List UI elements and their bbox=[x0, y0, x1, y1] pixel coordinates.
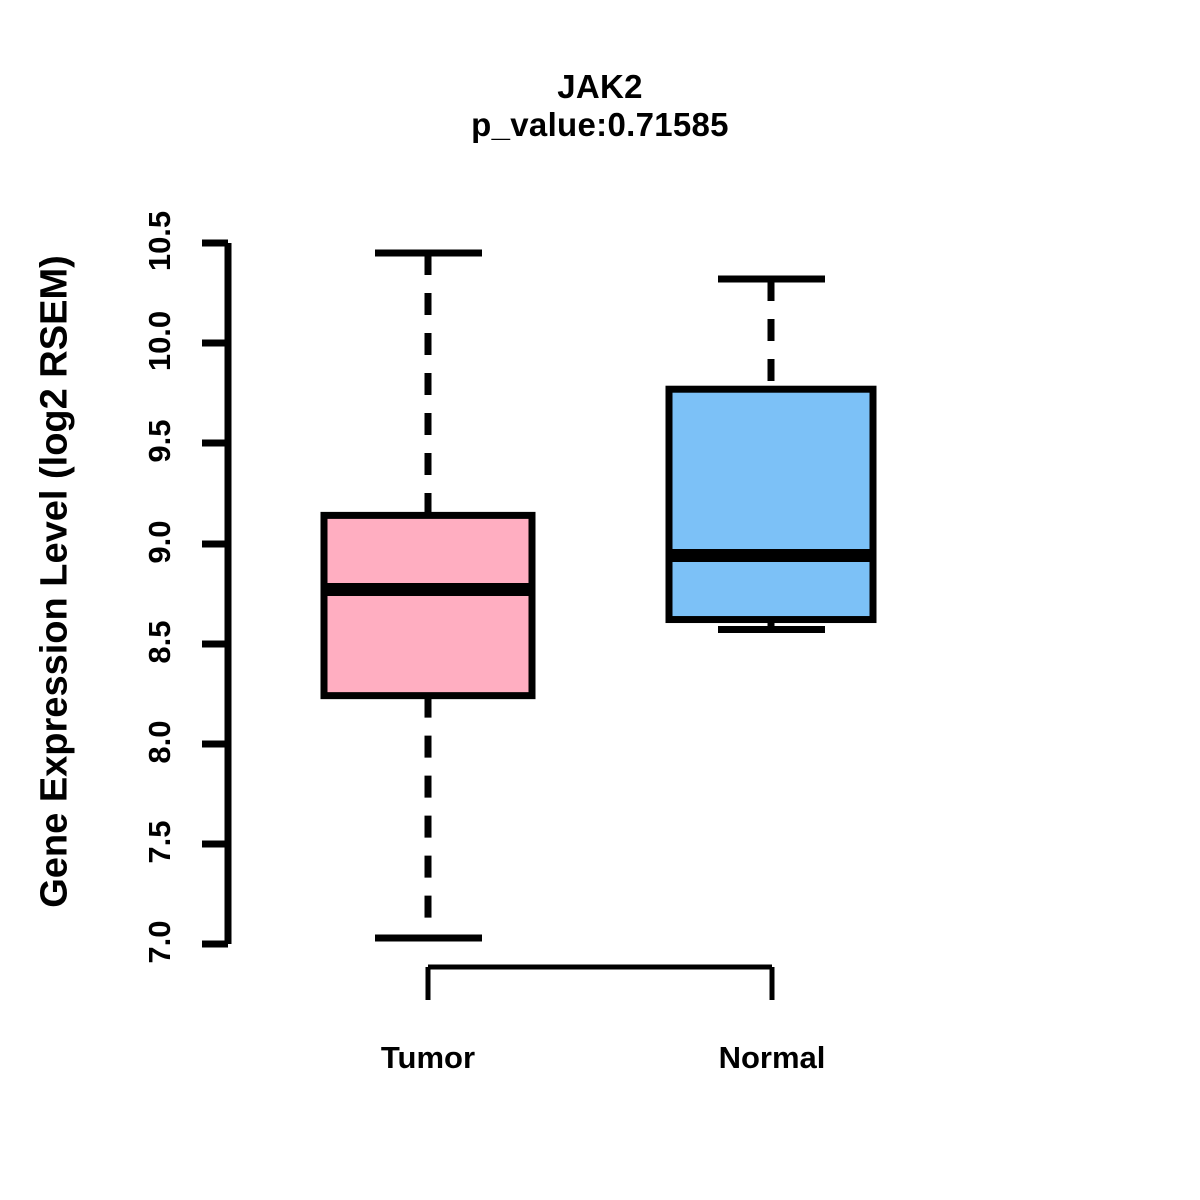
x-ticklabel-normal: Normal bbox=[718, 1040, 826, 1075]
normal-iqr-box bbox=[665, 385, 877, 624]
y-axis-ticks bbox=[202, 239, 228, 948]
box-tumor bbox=[320, 249, 536, 942]
chart-subtitle-pvalue: p_value:0.71585 bbox=[471, 106, 729, 144]
box-normal bbox=[665, 275, 877, 634]
chart-title: JAK2 bbox=[557, 68, 643, 105]
x-ticklabel-tumor: Tumor bbox=[380, 1040, 476, 1075]
y-ticklabel-7-0: 7.0 bbox=[142, 920, 177, 964]
tumor-iqr-box bbox=[320, 511, 536, 700]
x-axis-bracket bbox=[425, 964, 775, 1000]
chart-title-block: JAK2 p_value:0.71585 bbox=[0, 68, 1200, 145]
